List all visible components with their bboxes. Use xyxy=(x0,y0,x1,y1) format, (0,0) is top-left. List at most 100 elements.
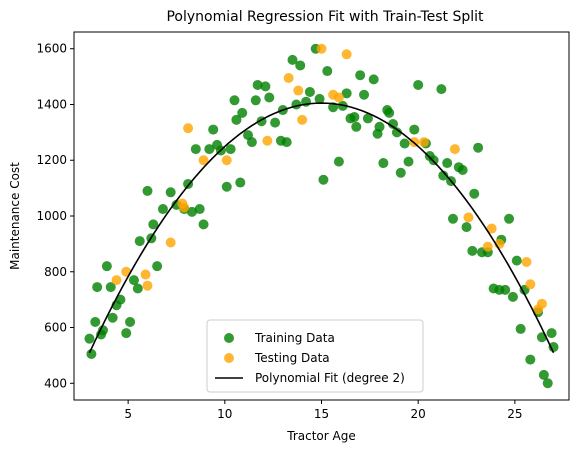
legend-label-fit: Polynomial Fit (degree 2) xyxy=(255,371,405,385)
training-point xyxy=(157,204,168,215)
training-point xyxy=(84,333,95,344)
training-point xyxy=(101,261,112,272)
testing-point xyxy=(333,92,344,103)
training-point xyxy=(368,74,379,85)
training-point xyxy=(548,342,559,353)
training-point xyxy=(515,323,526,334)
training-point xyxy=(341,88,352,99)
training-point xyxy=(447,213,458,224)
training-point xyxy=(473,142,484,153)
training-point xyxy=(231,114,242,125)
training-point xyxy=(461,222,472,233)
training-point xyxy=(355,70,366,81)
testing-point xyxy=(463,212,474,223)
training-point xyxy=(186,206,197,217)
testing-point xyxy=(198,155,209,166)
training-point xyxy=(246,137,257,148)
training-point xyxy=(351,121,362,132)
training-point xyxy=(264,92,275,103)
training-point xyxy=(287,54,298,65)
testing-point xyxy=(165,237,176,248)
training-point xyxy=(542,378,553,389)
training-point xyxy=(250,95,261,106)
training-point xyxy=(221,181,232,192)
training-point xyxy=(134,236,145,247)
training-point xyxy=(165,187,176,198)
training-point xyxy=(208,124,219,135)
training-point xyxy=(295,60,306,71)
training-point xyxy=(362,113,373,124)
x-tick-label: 20 xyxy=(411,407,426,421)
testing-point xyxy=(418,137,429,148)
testing-point xyxy=(486,223,497,234)
training-point xyxy=(442,158,453,169)
training-point xyxy=(391,127,402,138)
training-point xyxy=(378,158,389,169)
training-point xyxy=(388,119,399,129)
training-point xyxy=(314,93,325,104)
training-point xyxy=(384,107,395,118)
training-point xyxy=(132,283,143,294)
training-point xyxy=(194,204,205,215)
legend-frame xyxy=(206,319,424,393)
testing-point xyxy=(525,279,536,290)
x-tick-label: 25 xyxy=(507,407,522,421)
testing-point xyxy=(221,155,232,166)
legend: Training Data Testing Data Polynomial Fi… xyxy=(206,319,424,393)
testing-point xyxy=(316,43,327,54)
training-point xyxy=(128,275,139,286)
training-point xyxy=(403,156,414,167)
training-point xyxy=(374,121,385,132)
y-tick-label: 400 xyxy=(44,376,67,390)
x-tick-label: 5 xyxy=(124,407,132,421)
training-point xyxy=(260,81,271,92)
training-point xyxy=(507,291,518,302)
testing-point xyxy=(142,280,153,291)
y-tick-label: 1600 xyxy=(36,42,67,56)
legend-label-training: Training Data xyxy=(254,331,335,345)
x-tick-label: 10 xyxy=(217,407,232,421)
training-point xyxy=(142,185,153,196)
x-axis-label: Tractor Age xyxy=(286,429,355,443)
y-tick-label: 1200 xyxy=(36,153,67,167)
training-point xyxy=(511,255,522,266)
training-point xyxy=(428,155,439,166)
legend-label-testing: Testing Data xyxy=(254,351,330,365)
x-tick-label: 15 xyxy=(314,407,329,421)
testing-point xyxy=(140,269,151,280)
training-point xyxy=(409,124,420,135)
training-point xyxy=(198,219,209,230)
training-point xyxy=(395,167,406,178)
testing-point xyxy=(482,241,493,252)
training-point xyxy=(304,86,315,97)
training-point xyxy=(90,316,101,327)
training-point xyxy=(270,117,281,128)
training-point xyxy=(349,112,360,123)
training-point xyxy=(457,165,468,175)
training-point xyxy=(469,188,480,199)
training-point xyxy=(500,284,511,295)
training-point xyxy=(291,99,302,110)
plot-area xyxy=(84,43,559,389)
training-point xyxy=(148,219,159,230)
training-point xyxy=(525,354,536,365)
legend-marker-training xyxy=(224,333,234,343)
training-point xyxy=(125,316,136,327)
series-1 xyxy=(111,43,547,315)
y-tick-label: 1400 xyxy=(36,97,67,111)
training-point xyxy=(237,107,248,118)
training-point xyxy=(152,261,163,272)
training-point xyxy=(229,95,240,106)
polynomial-fit-line xyxy=(88,102,555,354)
training-point xyxy=(86,349,97,359)
training-point xyxy=(115,294,126,305)
training-point xyxy=(252,79,263,90)
training-point xyxy=(235,177,246,188)
y-tick-label: 1000 xyxy=(36,209,67,223)
training-point xyxy=(467,245,478,256)
testing-point xyxy=(183,123,194,134)
testing-point xyxy=(521,257,532,267)
testing-point xyxy=(449,144,460,155)
training-point xyxy=(121,328,132,339)
